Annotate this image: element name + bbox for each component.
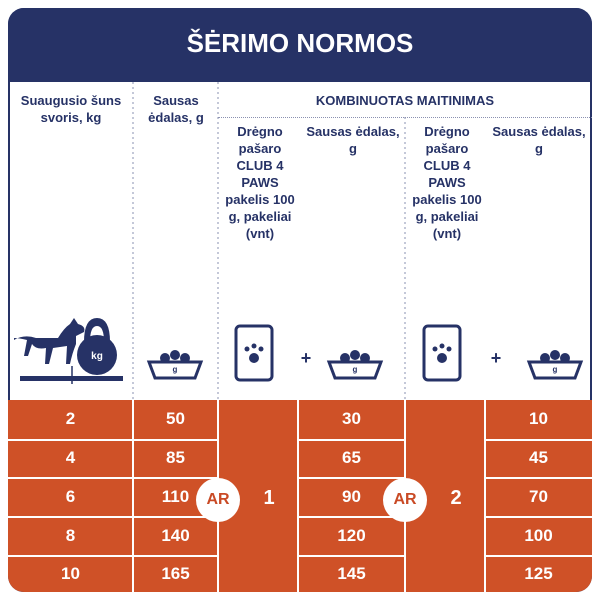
dividers [132, 82, 406, 400]
option-number: 2 [450, 486, 462, 509]
cell: 6 [65, 486, 76, 506]
cell: 65 [342, 448, 361, 467]
cell: 125 [524, 564, 553, 583]
sub-header: Sausas ėdalas, g [306, 124, 400, 156]
cell: 4 [65, 448, 76, 467]
sub-header: Drėgno pašaro CLUB 4 PAWS pakelis 100 g,… [412, 124, 482, 241]
cell: 90 [342, 486, 361, 506]
cell: 30 [342, 409, 361, 428]
cell: 85 [166, 448, 185, 467]
group-header: KOMBINUOTAS MAITINIMAS [315, 93, 495, 108]
cell: 110 [161, 486, 190, 506]
column-header: Suaugusio šuns svoris, kg [20, 93, 122, 125]
plus: + [301, 348, 312, 368]
cell: 50 [166, 409, 185, 428]
icon-label: kg [91, 351, 103, 362]
connector: AR [383, 478, 427, 522]
cell: 2 [65, 409, 76, 428]
header-band [8, 8, 592, 82]
icon-label: g [173, 365, 178, 374]
icon-label: g [353, 365, 358, 374]
cell: 120 [337, 525, 366, 545]
cell: 45 [529, 448, 548, 467]
cell: 100 [524, 525, 553, 545]
cell: 165 [161, 564, 190, 583]
plus: + [491, 348, 502, 368]
pouch-icons [234, 324, 462, 382]
option-number: 1 [263, 486, 275, 509]
column-header: Sausas ėdalas, g [148, 93, 204, 125]
cell: 8 [65, 525, 76, 545]
sub-header: Sausas ėdalas, g [492, 124, 586, 156]
cell: 10 [61, 564, 80, 583]
icon-label: g [553, 365, 558, 374]
cell: 70 [529, 486, 548, 506]
bowl-icons [146, 350, 584, 380]
cell: 140 [161, 525, 190, 545]
title: ŠĖRIMO NORMOS [186, 28, 414, 58]
cell: 145 [337, 564, 366, 583]
dog-icon [14, 318, 123, 384]
sub-header: Drėgno pašaro CLUB 4 PAWS pakelis 100 g,… [225, 124, 295, 241]
cell: 10 [529, 409, 548, 428]
connector: AR [196, 478, 240, 522]
data-area [8, 400, 592, 592]
